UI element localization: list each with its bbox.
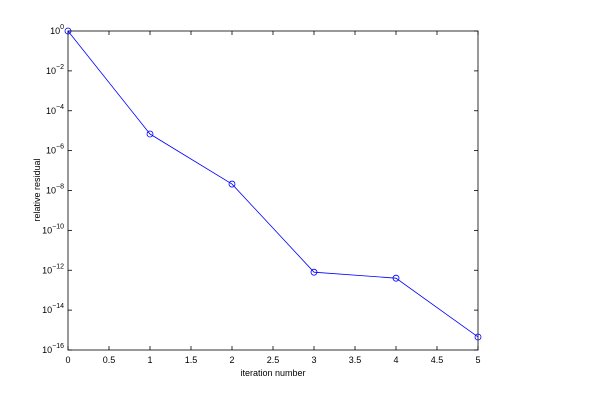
x-tick-label: 0.5 bbox=[103, 355, 116, 365]
x-tick-label: 1 bbox=[147, 355, 152, 365]
x-tick-label: 4 bbox=[393, 355, 398, 365]
y-tick-label: 10−14 bbox=[42, 303, 64, 315]
x-tick-label: 0 bbox=[65, 355, 70, 365]
y-tick-label: 10−16 bbox=[42, 343, 64, 355]
y-tick-label: 10−10 bbox=[42, 223, 64, 235]
x-axis-label: iteration number bbox=[240, 368, 305, 378]
x-tick-label: 2 bbox=[229, 355, 234, 365]
x-tick-label: 5 bbox=[475, 355, 480, 365]
y-tick-label: 10−6 bbox=[46, 144, 64, 156]
x-tick-label: 1.5 bbox=[185, 355, 198, 365]
x-tick-label: 3.5 bbox=[349, 355, 362, 365]
data-marker bbox=[64, 27, 72, 35]
data-marker bbox=[392, 274, 400, 282]
data-marker bbox=[228, 180, 236, 188]
y-tick-label: 100 bbox=[50, 24, 64, 36]
data-marker bbox=[146, 130, 154, 138]
data-marker bbox=[310, 268, 318, 276]
y-tick-label: 10−4 bbox=[46, 104, 64, 116]
x-tick-label: 3 bbox=[311, 355, 316, 365]
data-line bbox=[67, 30, 479, 338]
x-tick-label: 4.5 bbox=[431, 355, 444, 365]
y-tick-label: 10−8 bbox=[46, 184, 64, 196]
y-tick-label: 10−2 bbox=[46, 64, 64, 76]
axes-box bbox=[67, 30, 479, 351]
y-axis-label: relative residual bbox=[32, 158, 42, 221]
x-tick-label: 2.5 bbox=[267, 355, 280, 365]
y-tick-label: 10−12 bbox=[42, 263, 64, 275]
data-marker bbox=[474, 333, 482, 341]
